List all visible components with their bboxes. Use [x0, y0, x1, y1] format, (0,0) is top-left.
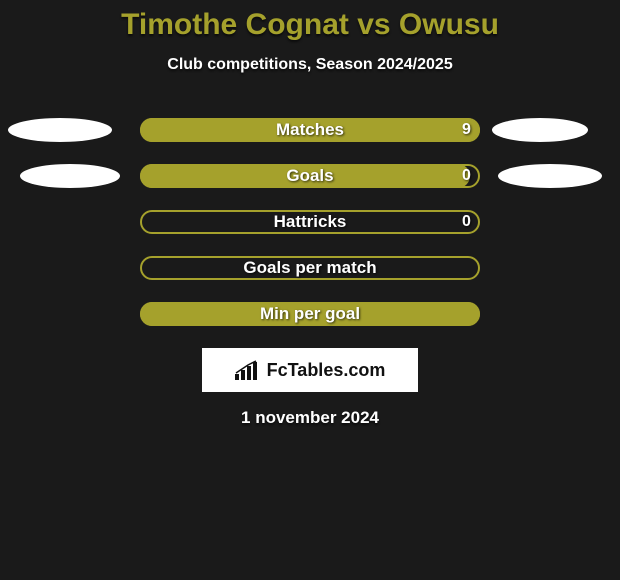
stat-rows: Matches 9 Goals 0 Hattricks 0 Goals per match M… — [0, 118, 620, 326]
page-title: Timothe Cognat vs Owusu — [121, 8, 499, 42]
subtitle: Club competitions, Season 2024/2025 — [167, 56, 452, 74]
stat-row: Matches 9 — [0, 118, 620, 142]
stat-label: Goals — [286, 166, 333, 186]
source-logo-text: FcTables.com — [267, 360, 386, 381]
bar-chart-icon — [235, 360, 261, 380]
stat-label: Min per goal — [260, 304, 360, 324]
stat-row: Goals per match — [0, 256, 620, 280]
comparison-infographic: Timothe Cognat vs Owusu Club competition… — [0, 0, 620, 580]
stat-row: Min per goal — [0, 302, 620, 326]
stat-label: Matches — [276, 120, 344, 140]
stat-label: Goals per match — [243, 258, 376, 278]
source-logo: FcTables.com — [202, 348, 418, 392]
player-badge — [20, 164, 120, 188]
stat-label: Hattricks — [274, 212, 347, 232]
stat-value: 0 — [462, 167, 471, 185]
player-badge — [498, 164, 602, 188]
stat-row: Goals 0 — [0, 164, 620, 188]
stat-row: Hattricks 0 — [0, 210, 620, 234]
stat-value: 0 — [462, 213, 471, 231]
stat-value: 9 — [462, 121, 471, 139]
player-badge — [492, 118, 588, 142]
snapshot-date: 1 november 2024 — [241, 408, 379, 428]
player-badge — [8, 118, 112, 142]
